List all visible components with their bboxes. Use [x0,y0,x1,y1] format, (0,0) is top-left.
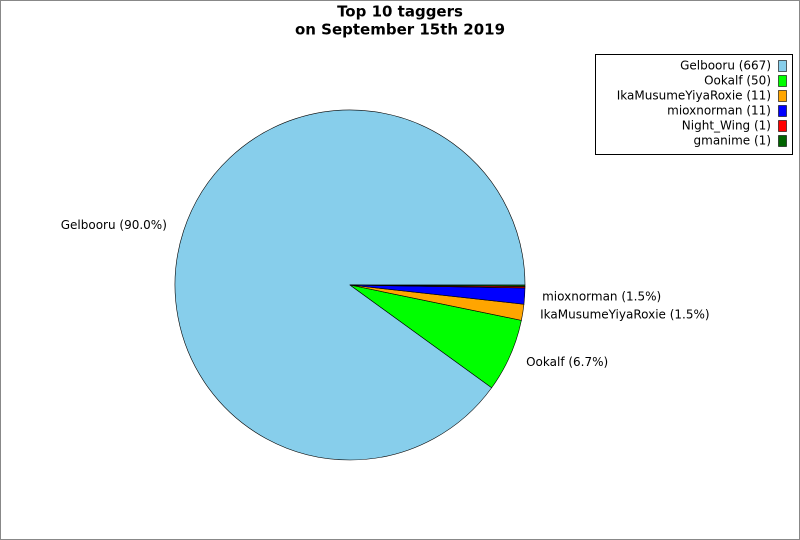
legend-label: Ookalf (50) [704,74,771,88]
legend-label: IkaMusumeYiyaRoxie (11) [617,89,771,103]
legend-swatch [778,90,787,102]
legend-swatch [778,60,787,72]
legend-swatch [778,105,787,117]
chart-subtitle: on September 15th 2019 [295,21,505,39]
slice-label: IkaMusumeYiyaRoxie (1.5%) [540,308,709,322]
legend-swatch [778,75,787,87]
legend-label: Gelbooru (667) [680,59,771,73]
legend-label: gmanime (1) [694,134,771,148]
pie-slice [349,284,526,287]
legend-swatch [778,135,787,147]
legend-label: Night_Wing (1) [682,119,771,133]
legend-box [595,54,793,155]
slice-label: Ookalf (6.7%) [526,355,608,369]
legend-swatch [778,120,787,132]
legend-label: mioxnorman (11) [667,104,771,118]
slice-label: mioxnorman (1.5%) [542,290,661,304]
slice-label: Gelbooru (90.0%) [61,218,167,232]
chart-title: Top 10 taggers [337,3,463,21]
